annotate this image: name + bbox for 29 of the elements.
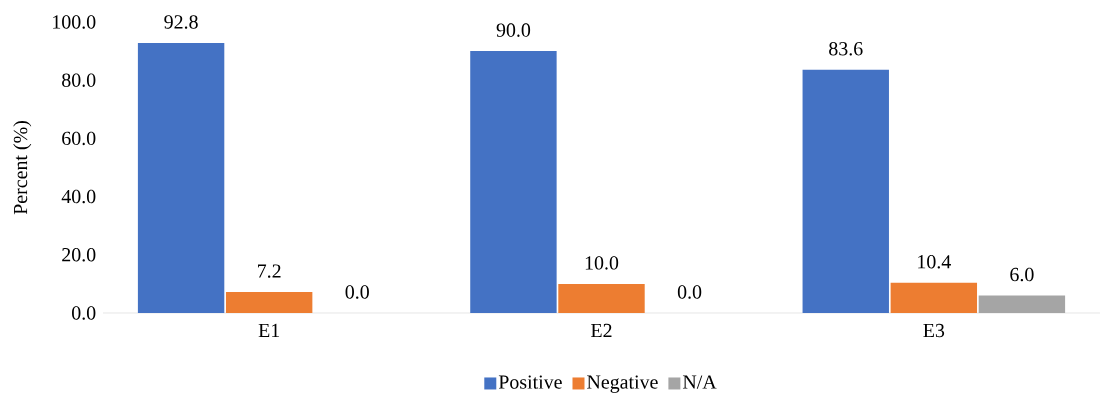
y-tick-label: 100.0	[53, 15, 96, 29]
y-tick-label: 60.0	[62, 131, 96, 146]
text: 10.4	[918, 255, 951, 269]
y-axis-title: Percent (%)	[13, 121, 32, 215]
bar	[978, 295, 1066, 313]
text: 10.0	[585, 256, 619, 270]
text: 83.6	[829, 41, 863, 56]
bar	[802, 69, 889, 313]
legend-label: Negative	[587, 375, 658, 393]
legend-label: Positive	[498, 375, 562, 389]
bar	[558, 283, 645, 313]
text: 0.0	[345, 285, 369, 299]
bar	[225, 292, 313, 313]
x-tick-label: E1	[258, 323, 280, 337]
bar	[137, 42, 225, 313]
text: 92.8	[164, 15, 198, 29]
bar	[470, 51, 557, 313]
y-tick-label: 40.0	[61, 189, 96, 204]
text: 7.2	[258, 264, 281, 278]
legend-label: N/A	[682, 375, 717, 389]
bar	[890, 282, 978, 313]
x-tick-label: E3	[923, 323, 945, 338]
y-tick-label: 80.0	[62, 73, 96, 87]
x-tick-label: E2	[591, 323, 612, 338]
text: 6.0	[1010, 267, 1034, 282]
y-tick-label: 20.0	[62, 248, 96, 262]
text: 90.0	[496, 23, 531, 37]
y-tick-label: 0.0	[72, 306, 96, 320]
text: 0.0	[677, 285, 702, 299]
